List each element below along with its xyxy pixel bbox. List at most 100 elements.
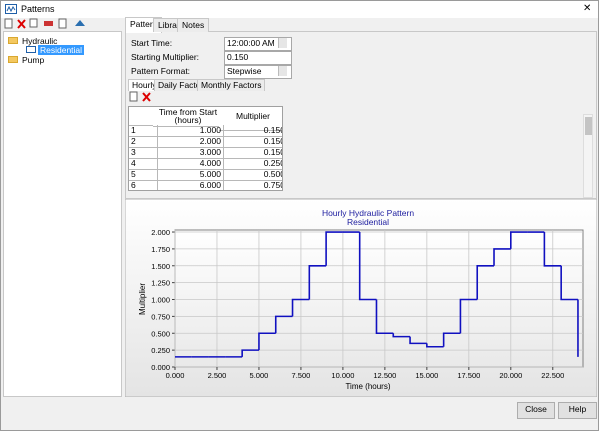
properties-icon[interactable] [58,18,67,29]
y-tick-label: 0.250 [151,346,170,355]
y-tick-label: 1.000 [151,296,170,305]
pattern-step [325,231,343,266]
x-tick-label: 7.500 [292,371,311,380]
tree-node[interactable]: Residential [38,45,85,55]
field-input[interactable]: 0.150 [224,51,292,65]
pattern-step [291,298,310,317]
field-label: Pattern Format: [131,66,191,76]
pattern-step [308,264,327,300]
pattern-step [476,264,495,300]
rename-icon[interactable] [44,21,53,26]
pattern-step [459,298,478,334]
field-button[interactable] [278,66,287,76]
pattern-step [426,343,444,348]
x-tick-label: 0.000 [166,371,185,380]
subtab[interactable]: Monthly Factors [197,79,266,91]
pattern-step [375,299,394,335]
button[interactable]: Close [517,402,555,419]
table-cell[interactable]: 2.000 [153,136,224,148]
chart-subtitle: Residential [347,217,389,227]
y-tick-label: 1.250 [151,279,170,288]
table-cell[interactable]: 0.500 [219,169,282,181]
tree-folder-icon [26,46,36,53]
pattern-step [543,232,562,267]
pattern-step [274,315,293,334]
row-number: 3 [129,147,158,159]
x-tick-label: 5.000 [250,371,269,380]
table-cell[interactable]: 0.150 [219,136,282,148]
table-cell[interactable]: 4.000 [153,158,224,170]
x-tick-label: 17.500 [457,371,480,380]
y-tick-label: 1.500 [151,262,170,271]
tree-pane: Hydraulic Residential Pump [3,31,122,397]
window-icon [5,4,17,14]
header-cell: Time from Start (hours) [153,107,224,127]
table-cell[interactable]: 0.150 [219,147,282,159]
pattern-step [392,333,411,338]
tree-node[interactable]: Pump [22,55,45,65]
table-cell[interactable]: 0.250 [219,158,282,170]
close-window[interactable]: ✕ [583,3,592,14]
plot-area [174,229,584,368]
scrollbar[interactable] [583,114,593,198]
row-number: 6 [129,180,158,190]
tree-folder-icon [8,37,18,44]
new-icon[interactable] [4,18,13,29]
button[interactable]: Help [558,402,597,419]
x-tick-label: 2.500 [208,371,227,380]
pattern-step [241,349,259,357]
x-tick-label: 22.500 [541,371,564,380]
pattern-table: Time from Start (hours) Multiplier 1 1.000 0.… [128,106,283,191]
y-axis-label: Multiplier [138,283,147,315]
x-axis-label: Time (hours) [345,382,390,391]
x-tick-label: 15.000 [415,371,438,380]
field-input[interactable]: 12:00:00 AM [224,37,292,51]
tab[interactable]: Notes [177,18,210,32]
row-number: 1 [129,125,158,137]
title-bar: Patterns ✕ [1,1,598,18]
window-title: Patterns [21,4,55,14]
field-label: Start Time: [131,38,173,48]
table-cell[interactable]: 1.000 [153,125,224,137]
table-cell[interactable]: 5.000 [153,169,224,181]
table-cell[interactable]: 0.750 [219,180,282,190]
row-number: 2 [129,136,158,148]
table-cell[interactable]: 6.000 [153,180,224,190]
header-text: (hours) [174,115,202,125]
delete-row-icon[interactable] [142,92,151,102]
table-cell[interactable]: 0.150 [219,125,282,137]
y-tick-label: 2.000 [151,228,170,237]
table-toolbar [129,91,151,102]
pattern-step [510,231,528,249]
copy-icon[interactable] [29,18,38,28]
scroll-thumb[interactable] [585,117,592,135]
x-tick-label: 10.000 [331,371,354,380]
field-input[interactable]: Stepwise [224,65,292,79]
pattern-step [560,265,578,301]
pattern-step [258,332,276,351]
tree-toolbar [4,18,85,29]
header-text: Time from Start [158,107,218,117]
y-tick-label: 0.000 [151,363,170,372]
add-row-icon[interactable] [129,91,138,102]
delete-icon[interactable] [17,19,26,29]
pattern-step [409,336,427,345]
import-icon[interactable] [75,20,85,26]
pattern-step [358,232,377,301]
y-tick-label: 0.500 [151,329,170,338]
tree-folder-icon [8,56,18,63]
pattern-step [493,248,511,266]
row-number: 5 [129,169,158,181]
field-button[interactable] [278,38,287,48]
row-number: 4 [129,158,158,170]
tree-node[interactable]: Hydraulic [22,36,58,46]
y-tick-label: 1.750 [151,245,170,254]
header-text: Multiplier [235,111,270,121]
table-cell[interactable]: 3.000 [153,147,224,159]
chart-title: Hourly Hydraulic Pattern [322,208,414,218]
pattern-chart: Hourly Hydraulic Pattern Residential Tim… [125,199,597,397]
pattern-step [442,332,461,347]
field-label: Starting Multiplier: [131,52,200,62]
x-tick-label: 12.500 [373,371,396,380]
